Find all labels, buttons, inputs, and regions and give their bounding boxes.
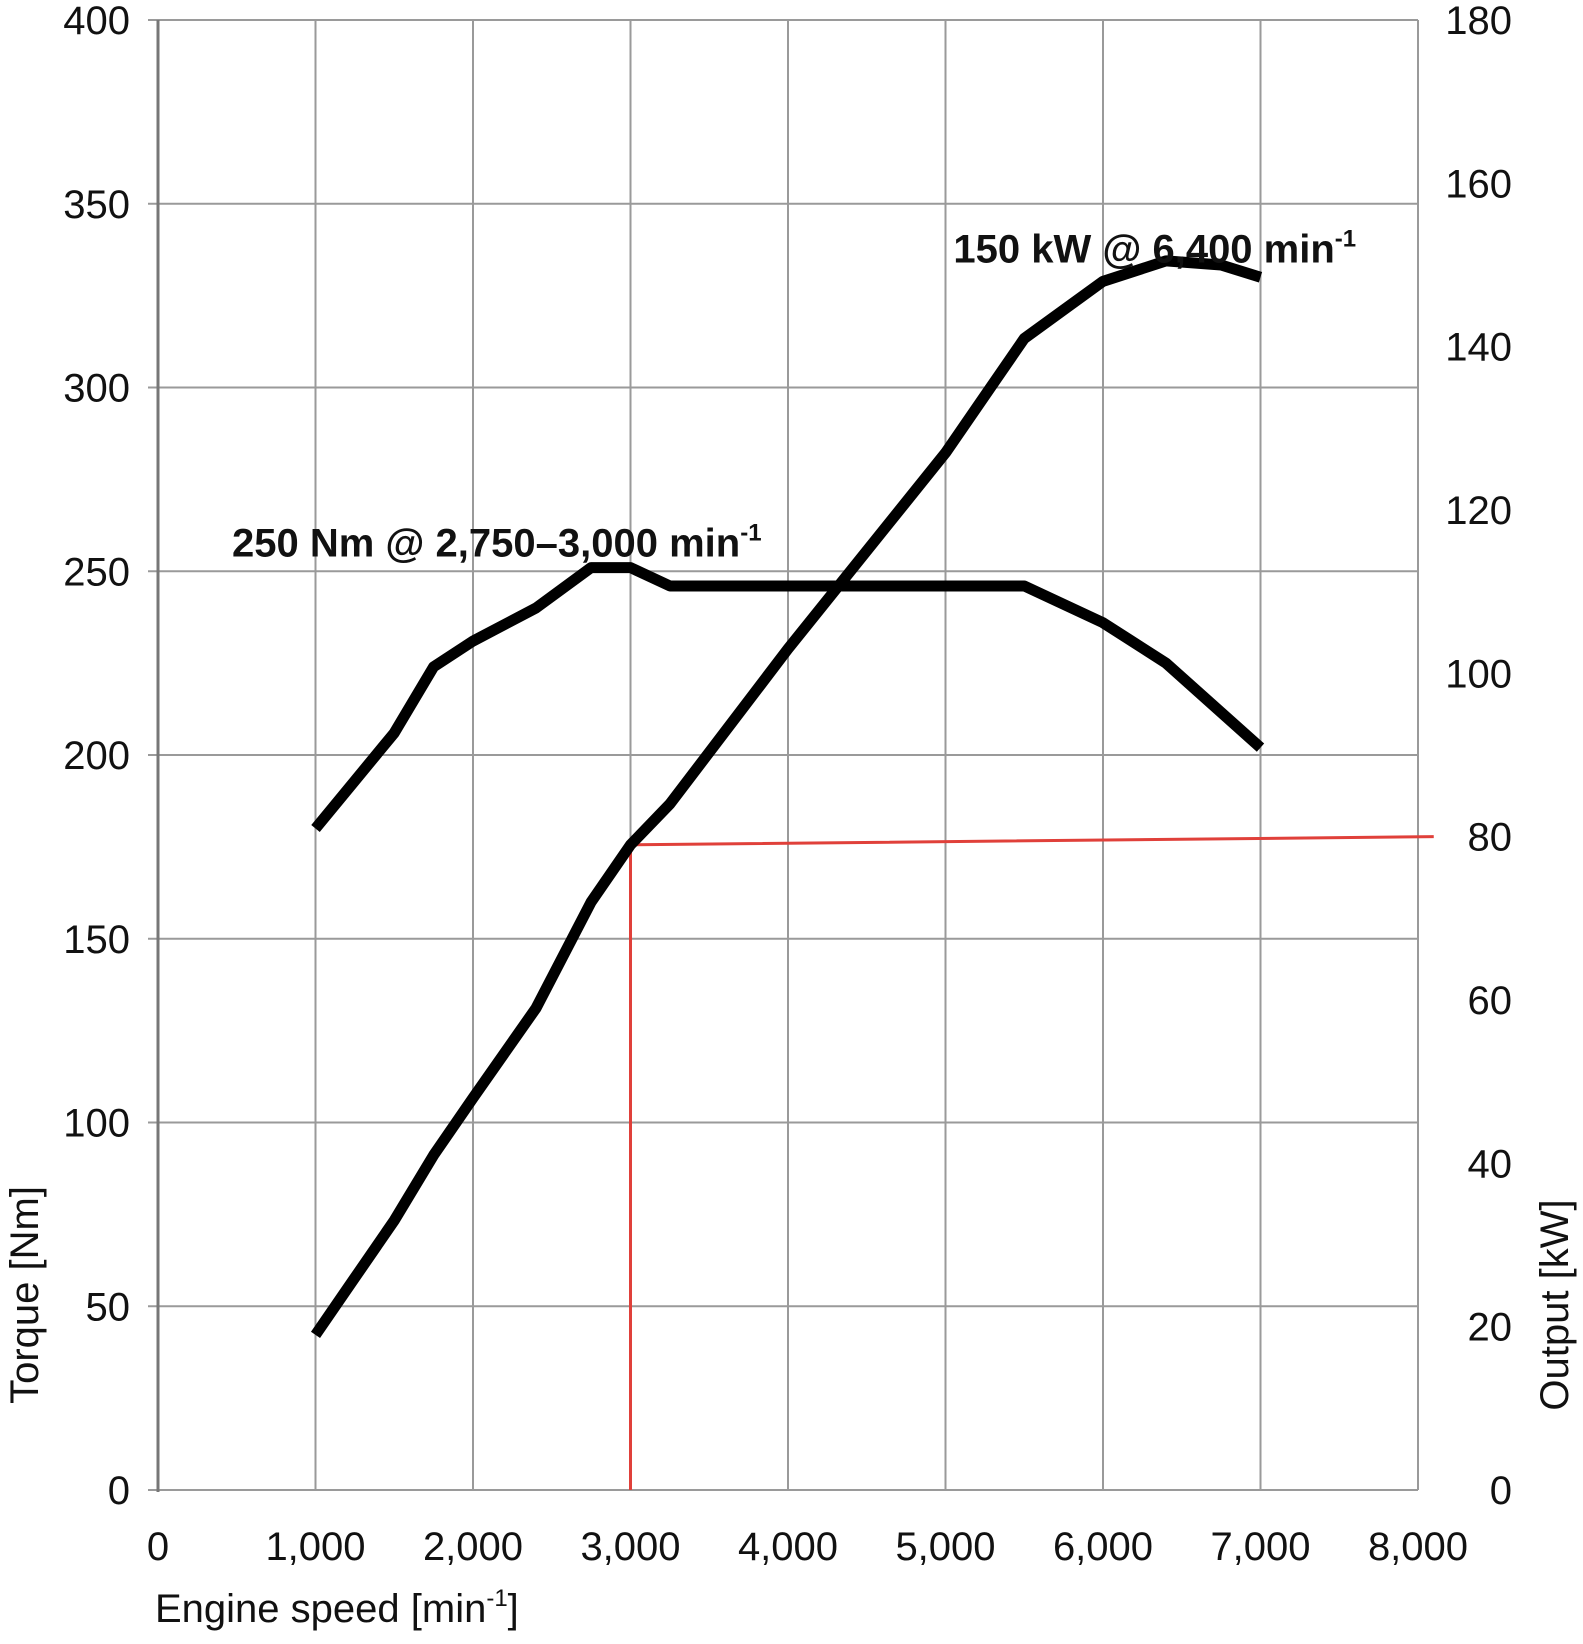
y-left-tick-label: 250 [63, 550, 130, 594]
y-right-tick-label: 100 [1445, 652, 1512, 696]
y-left-tick-label: 50 [86, 1285, 131, 1329]
annotation-peak-power-text: 150 kW @ 6,400 min [953, 228, 1334, 272]
reference-line-80kw [629, 835, 1434, 1490]
x-tick-label: 4,000 [738, 1525, 838, 1569]
y-right-tick-label: 180 [1445, 0, 1512, 43]
y-right-tick-label: 40 [1468, 1142, 1513, 1186]
x-tick-labels: 0 1,000 2,000 3,000 4,000 5,000 6,000 7,000 8,00… [147, 1525, 1468, 1569]
x-axis-title-sup: -1 [486, 1585, 507, 1612]
y-left-axis-title: Torque [Nm] [3, 1186, 47, 1404]
y-right-tick-label: 20 [1468, 1306, 1513, 1350]
y-right-tick-label: 80 [1468, 816, 1513, 860]
x-tick-label: 3,000 [580, 1525, 680, 1569]
x-tick-label: 6,000 [1053, 1525, 1153, 1569]
annotation-peak-power: 150 kW @ 6,400 min-1 [953, 226, 1356, 272]
x-axis-title-close: ] [508, 1587, 519, 1631]
series [310, 255, 1265, 1338]
y-right-tick-label: 60 [1468, 979, 1513, 1023]
x-tick-label: 1,000 [265, 1525, 365, 1569]
reference-lines [629, 835, 1434, 1490]
grid [148, 19, 1419, 1491]
annotation-peak-torque-text: 250 Nm @ 2,750–3,000 min [232, 522, 740, 566]
x-axis-title: Engine speed [min-1] [155, 1585, 519, 1631]
x-tick-label: 7,000 [1210, 1525, 1310, 1569]
series-line-torque [311, 562, 1265, 832]
y-right-axis-title: Output [kW] [1533, 1199, 1577, 1410]
y-right-tick-label: 160 [1445, 162, 1512, 206]
y-right-tick-label: 140 [1445, 326, 1512, 370]
y-left-tick-labels: 0 50 100 150 200 250 300 350 400 [63, 0, 130, 1513]
y-left-tick-label: 200 [63, 734, 130, 778]
annotation-peak-power-sup: -1 [1335, 226, 1356, 253]
y-left-tick-label: 300 [63, 367, 130, 411]
y-left-tick-label: 100 [63, 1102, 130, 1146]
y-right-tick-label: 0 [1490, 1469, 1512, 1513]
annotation-peak-torque-sup: -1 [740, 520, 761, 547]
annotation-peak-torque: 250 Nm @ 2,750–3,000 min-1 [232, 520, 762, 566]
x-tick-label: 8,000 [1368, 1525, 1468, 1569]
x-tick-label: 5,000 [895, 1525, 995, 1569]
series-line-output [310, 255, 1263, 1338]
x-axis-title-text: Engine speed [min [155, 1587, 486, 1631]
x-tick-label: 0 [147, 1525, 169, 1569]
y-left-tick-label: 150 [63, 918, 130, 962]
y-left-tick-label: 350 [63, 183, 130, 227]
y-right-tick-label: 120 [1445, 489, 1512, 533]
y-right-tick-labels: 0 20 40 60 80 100 120 140 160 180 [1445, 0, 1512, 1513]
y-left-tick-label: 400 [63, 0, 130, 43]
y-left-tick-label: 0 [108, 1469, 130, 1513]
x-tick-label: 2,000 [423, 1525, 523, 1569]
